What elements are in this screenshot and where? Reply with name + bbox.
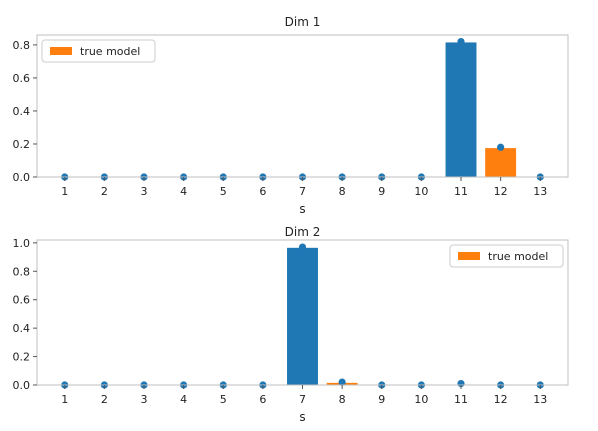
x-tick-label: 7 bbox=[299, 393, 306, 406]
bar-11 bbox=[445, 42, 477, 177]
x-tick-label: 10 bbox=[414, 185, 428, 198]
point-8 bbox=[338, 378, 346, 386]
x-axis-label: s bbox=[299, 410, 305, 424]
x-tick-label: 12 bbox=[494, 185, 508, 198]
x-tick-label: 11 bbox=[454, 393, 468, 406]
y-tick-label: 0.0 bbox=[13, 171, 31, 184]
y-tick-label: 0.4 bbox=[13, 322, 31, 335]
x-tick-label: 5 bbox=[220, 185, 227, 198]
bar-12 bbox=[485, 148, 517, 177]
bar-7 bbox=[287, 247, 318, 385]
x-tick-label: 13 bbox=[533, 185, 547, 198]
x-tick-label: 1 bbox=[61, 185, 68, 198]
x-tick-label: 3 bbox=[140, 185, 147, 198]
x-tick-label: 13 bbox=[533, 393, 547, 406]
legend: true model bbox=[449, 244, 564, 268]
legend-label: true model bbox=[488, 250, 548, 263]
y-tick-label: 0.6 bbox=[13, 294, 31, 307]
chart-title: Dim 1 bbox=[285, 15, 321, 29]
chart-title: Dim 2 bbox=[285, 225, 321, 239]
x-tick-label: 9 bbox=[378, 393, 385, 406]
x-tick-label: 8 bbox=[339, 393, 346, 406]
x-tick-label: 2 bbox=[101, 185, 108, 198]
y-tick-label: 0.0 bbox=[13, 379, 31, 392]
legend-swatch bbox=[50, 47, 72, 55]
legend-swatch bbox=[458, 252, 480, 260]
x-tick-label: 10 bbox=[414, 393, 428, 406]
x-tick-label: 6 bbox=[259, 393, 266, 406]
legend-box bbox=[449, 244, 564, 268]
x-tick-label: 12 bbox=[494, 393, 508, 406]
x-axis-label: s bbox=[299, 202, 305, 216]
y-tick-label: 0.8 bbox=[13, 39, 31, 52]
point-7 bbox=[298, 243, 307, 251]
legend-box bbox=[41, 39, 156, 63]
chart-panel-2: Dim 20.00.20.40.60.81.01 2 3 4 5 6 7 8 9 10 11 12 13… bbox=[13, 225, 569, 424]
legend-label: true model bbox=[80, 45, 140, 58]
y-tick-label: 1.0 bbox=[13, 237, 31, 250]
y-tick-label: 0.8 bbox=[13, 265, 31, 278]
x-tick-label: 11 bbox=[454, 185, 468, 198]
x-tick-label: 9 bbox=[378, 185, 385, 198]
y-tick-label: 0.2 bbox=[13, 138, 31, 151]
legend: true model bbox=[41, 39, 156, 63]
y-tick-label: 0.2 bbox=[13, 351, 31, 364]
point-11 bbox=[457, 38, 465, 46]
point-12 bbox=[497, 143, 505, 151]
y-tick-label: 0.6 bbox=[13, 72, 31, 85]
x-tick-label: 5 bbox=[220, 393, 227, 406]
chart-panel-1: Dim 10.00.20.40.60.81 2 3 4 5 6 7 8 9 10 11 12 13str… bbox=[13, 15, 569, 216]
x-tick-label: 8 bbox=[339, 185, 346, 198]
x-tick-label: 2 bbox=[101, 393, 108, 406]
x-tick-label: 3 bbox=[140, 393, 147, 406]
x-tick-label: 4 bbox=[180, 185, 187, 198]
x-tick-label: 4 bbox=[180, 393, 187, 406]
x-tick-label: 7 bbox=[299, 185, 306, 198]
y-tick-label: 0.4 bbox=[13, 105, 31, 118]
x-tick-label: 1 bbox=[61, 393, 68, 406]
x-tick-label: 6 bbox=[259, 185, 266, 198]
